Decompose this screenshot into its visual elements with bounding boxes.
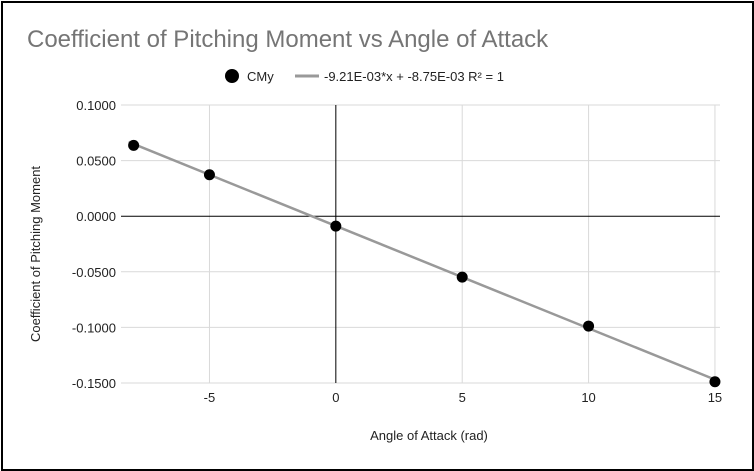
data-point [128,139,140,151]
tick-labels-layer: 0.1000 0.0500 0.0000 -0.0500 -0.1000 -0.1500 -… [72,98,722,405]
legend-trendline-label: -9.21E-03*x + -8.75E-03 R² = 1 [324,69,504,84]
x-tick-label: 10 [581,390,595,405]
y-tick-label: -0.1000 [72,320,116,335]
x-tick-label: 0 [332,390,339,405]
x-axis-title: Angle of Attack (rad) [370,428,488,443]
x-tick-label: 15 [708,390,722,405]
axes-layer [121,105,720,383]
data-point [709,376,721,388]
trendline [128,140,721,383]
y-tick-label: -0.1500 [72,376,116,391]
legend-cmy-marker [225,69,239,83]
y-tick-label: 0.1000 [76,98,116,113]
x-tick-label: -5 [204,390,216,405]
points-layer [128,139,721,388]
data-point [203,169,215,181]
data-point [456,271,468,283]
y-axis-title: Coefficient of Pitching Moment [28,166,43,342]
x-tick-label: 5 [459,390,466,405]
chart-title: Coefficient of Pitching Moment vs Angle … [27,26,549,53]
legend: CMy -9.21E-03*x + -8.75E-03 R² = 1 [225,69,504,84]
y-tick-label: -0.0500 [72,265,116,280]
grid-layer [121,104,720,384]
chart-svg: Coefficient of Pitching Moment vs Angle … [27,26,722,443]
y-tick-label: 0.0000 [76,209,116,224]
trendline-layer [128,140,721,383]
data-point [583,320,595,332]
y-tick-label: 0.0500 [76,154,116,169]
data-point [330,220,342,232]
legend-cmy-label: CMy [247,69,274,84]
